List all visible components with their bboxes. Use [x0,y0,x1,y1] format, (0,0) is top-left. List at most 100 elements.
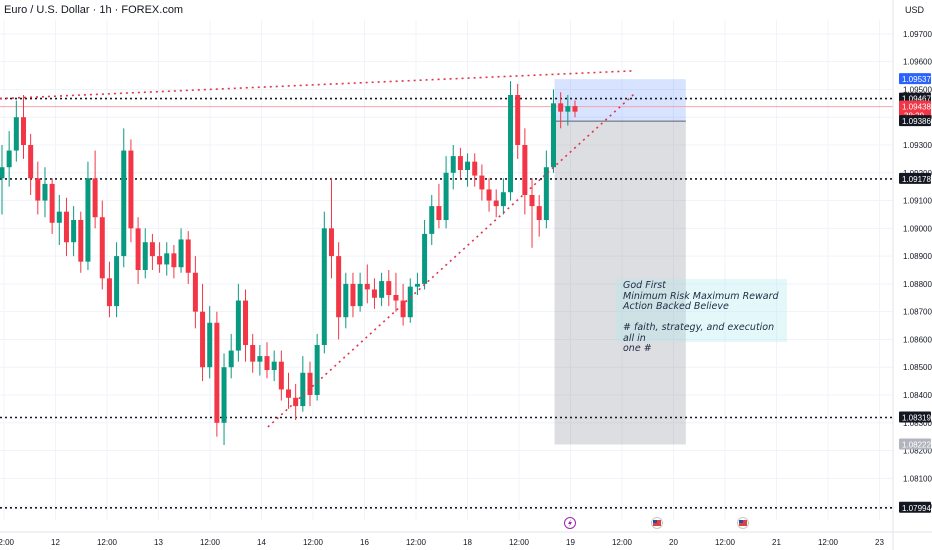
y-tick-label: 1.09600 [903,58,932,67]
price-tag-label: 1.09438 [902,103,931,112]
candle [407,278,413,323]
candle [364,264,370,304]
candle [214,311,220,437]
flag-canton [739,520,743,523]
price-tag-bg [899,172,931,184]
candle [443,156,449,229]
candle-body [436,206,442,220]
candle [465,153,471,187]
candle-body [6,150,12,168]
candle-body [386,281,392,295]
lightning-event-icon[interactable] [564,517,576,529]
price-tag-label: 1.09386 [902,117,931,126]
candle [536,195,542,237]
candle-body [379,281,385,298]
y-tick-label: 1.09100 [903,197,932,206]
candle-body [429,206,435,234]
candle-body [171,253,177,268]
candle [92,150,98,229]
x-tick-label: 12:00 [406,538,427,547]
candle-body [328,228,334,257]
candle [393,272,399,312]
candle [128,139,134,243]
x-tick-label: 18 [463,538,472,547]
price-tag-label: 1.09178 [902,175,931,184]
candle [135,217,141,284]
candle [99,200,105,290]
candle [200,283,206,382]
trendline [267,93,635,428]
x-tick-label: 23 [875,538,884,547]
currency-label: USD [905,5,925,15]
us-flag-icon[interactable] [737,517,749,529]
price-tag-label: 1.09537 [902,75,931,84]
candle [278,350,284,401]
candle [114,242,120,318]
candle-body [543,167,549,220]
candle-body [314,345,320,395]
candle [457,147,463,179]
candle [63,197,69,257]
candle-body [157,256,163,265]
candle-body [142,242,148,270]
chart-title: Euro / U.S. Dollar · 1h · FOREX.com [4,4,184,16]
price-axis-bg [893,0,932,550]
x-tick-label: 20 [669,538,678,547]
candle [321,211,327,354]
stop-zone [554,121,686,445]
candle [235,283,241,362]
candle-body [214,322,220,423]
candle-body [243,300,249,345]
candle [371,278,377,309]
candle-body [364,283,370,290]
y-tick-label: 1.08700 [903,308,932,317]
candle [472,153,478,187]
candle [121,128,127,268]
candle [192,256,198,329]
candle-body [20,117,26,145]
candle-body [192,272,198,312]
candle [450,145,456,190]
candle-body [414,283,420,287]
candle [551,89,557,173]
x-tick-label: 12:00 [0,538,15,547]
candle-body [536,206,542,220]
candle [286,372,291,409]
price-tag-bg [899,411,931,423]
us-flag-icon[interactable] [651,517,663,529]
candle-body [164,253,170,265]
candle [149,233,155,270]
candle-body [300,372,306,407]
price-tag-bg [899,501,931,513]
price-tag-bg [899,115,931,127]
note-text: God First Minimum Risk Maximum Reward Ac… [623,280,779,354]
x-tick-label: 12:00 [303,538,324,547]
y-tick-label: 1.08600 [903,335,932,344]
candle [307,361,313,407]
candle [250,333,256,373]
candle-body [486,189,492,201]
candle-body [235,300,241,351]
candle-body [350,283,356,307]
candle-body [128,150,134,229]
candle-body [336,256,342,318]
candle-body [42,183,48,201]
candle-body [286,389,291,398]
candle-body [522,145,528,195]
y-tick-label: 1.09000 [903,224,932,233]
text-note[interactable]: God First Minimum Risk Maximum Reward Ac… [616,279,787,354]
x-tick-label: 12:00 [97,538,118,547]
candle [221,353,227,445]
price-tag-label: 1.08319 [902,414,931,423]
candle-body [407,286,413,318]
price-tag-bg [899,73,931,85]
x-tick-label: 12:00 [715,538,736,547]
candle-body [443,172,449,220]
candle [436,183,442,229]
candle-body [221,367,227,423]
candle [106,261,112,318]
candle [35,161,41,215]
candle [500,178,506,215]
candle-body [393,295,399,301]
